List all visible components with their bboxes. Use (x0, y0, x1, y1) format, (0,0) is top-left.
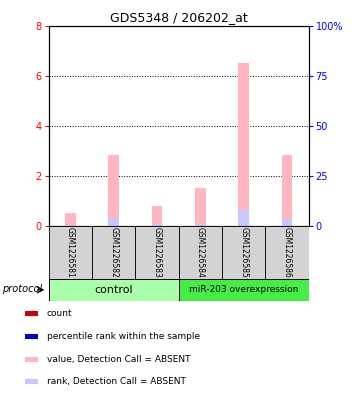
Bar (49, 226, 92, 279)
Text: GSM1226586: GSM1226586 (283, 227, 291, 278)
Text: GSM1226584: GSM1226584 (196, 227, 205, 278)
Text: GSM1226582: GSM1226582 (109, 227, 118, 278)
Bar (25, 379, 38, 384)
Title: GDS5348 / 206202_at: GDS5348 / 206202_at (110, 11, 248, 24)
Text: GSM1226583: GSM1226583 (153, 227, 161, 278)
Text: control: control (95, 285, 133, 295)
Bar (65, 225, 76, 226)
Bar (238, 210, 249, 226)
Bar (135, 226, 179, 279)
Text: miR-203 overexpression: miR-203 overexpression (189, 285, 298, 294)
Bar (195, 188, 206, 226)
Text: GSM1226581: GSM1226581 (66, 227, 75, 278)
Bar (179, 226, 222, 279)
Text: GSM1226585: GSM1226585 (239, 227, 248, 278)
Bar (92, 226, 135, 279)
Bar (282, 219, 292, 226)
Text: percentile rank within the sample: percentile rank within the sample (47, 332, 200, 341)
Bar (49, 279, 179, 301)
Bar (25, 357, 38, 362)
Text: count: count (47, 309, 72, 318)
Bar (25, 334, 38, 339)
Bar (152, 206, 162, 226)
Bar (222, 226, 265, 279)
Bar (25, 312, 38, 316)
Bar (108, 154, 119, 226)
Bar (152, 224, 162, 226)
Bar (179, 279, 309, 301)
Text: protocol: protocol (3, 284, 43, 294)
Bar (195, 224, 206, 226)
Bar (265, 226, 309, 279)
Bar (108, 219, 119, 226)
Bar (282, 154, 292, 226)
Bar (238, 63, 249, 226)
Bar (65, 213, 76, 226)
Text: rank, Detection Call = ABSENT: rank, Detection Call = ABSENT (47, 377, 186, 386)
Text: value, Detection Call = ABSENT: value, Detection Call = ABSENT (47, 354, 190, 364)
